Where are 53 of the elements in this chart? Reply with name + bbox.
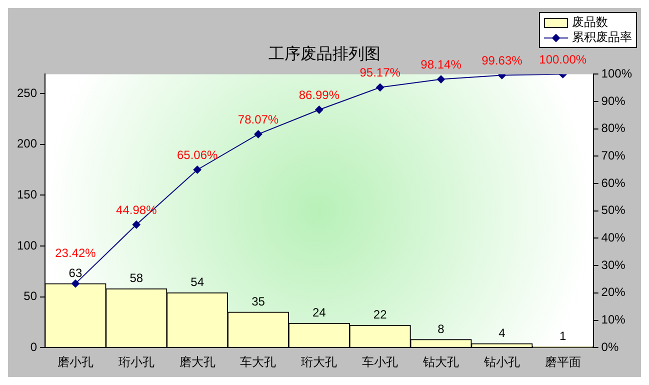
data-label: 65.06% (176, 148, 218, 162)
y2-tick-label: 80% (601, 121, 626, 136)
data-label: 99.63% (482, 54, 523, 68)
data-label: 98.14% (420, 58, 462, 72)
point (437, 75, 446, 84)
x-tick-label: 车小孔 (362, 355, 398, 370)
data-label: 22 (373, 308, 388, 322)
y2-tick-label: 40% (601, 230, 626, 245)
point (315, 106, 324, 114)
y2-tick-label: 0% (601, 340, 619, 354)
y2-tick-label: 50% (601, 203, 626, 218)
x-tick-label: 车大孔 (240, 355, 276, 370)
y2-tick-label: 60% (601, 176, 626, 190)
data-label: 58 (130, 270, 144, 285)
point (193, 166, 202, 174)
x-tick-label: 钻小孔 (482, 355, 520, 370)
y-tick-label: 200 (16, 136, 38, 151)
y2-tick-label: 20% (601, 285, 626, 300)
data-label: 24 (312, 306, 326, 320)
point (132, 220, 140, 229)
y2-tick-label: 90% (601, 94, 626, 108)
x-tick-label: 磨小孔 (57, 355, 94, 370)
data-label: 100.00% (539, 52, 587, 67)
data-label: 54 (190, 275, 204, 290)
data-label: 35 (252, 294, 266, 308)
chart-title: 工序废品排列图 (268, 45, 380, 64)
legend-label: 废品数 (572, 15, 608, 30)
y2-tick-label: 30% (601, 258, 626, 272)
y-tick-label: 0 (30, 340, 38, 354)
x-tick-label: 磨大孔 (179, 355, 216, 370)
x-tick-label: 珩小孔 (118, 355, 154, 370)
y-tick-label: 100 (16, 238, 38, 252)
data-label: 1 (560, 328, 567, 343)
data-label: 63 (68, 266, 82, 280)
point (254, 130, 262, 138)
x-tick-label: 珩大孔 (301, 355, 338, 370)
point (376, 83, 384, 92)
data-label: 8 (438, 322, 445, 336)
y-tick-label: 250 (16, 86, 38, 100)
y2-tick-label: 100% (601, 66, 632, 81)
data-label: 95.17% (360, 66, 401, 80)
y2-tick-label: 10% (601, 312, 626, 327)
y2-tick-label: 70% (601, 148, 626, 163)
point (71, 280, 80, 288)
legend-label: 累积废品率 (572, 30, 632, 45)
data-label: 4 (498, 326, 506, 340)
data-label: 23.42% (55, 246, 96, 260)
y-tick-label: 150 (16, 187, 38, 202)
x-tick-label: 磨平面 (544, 355, 581, 370)
data-label: 86.99% (298, 88, 340, 102)
data-label: 78.07% (238, 112, 279, 126)
x-tick-label: 钻大孔 (422, 355, 460, 370)
y-tick-label: 50 (24, 289, 38, 304)
